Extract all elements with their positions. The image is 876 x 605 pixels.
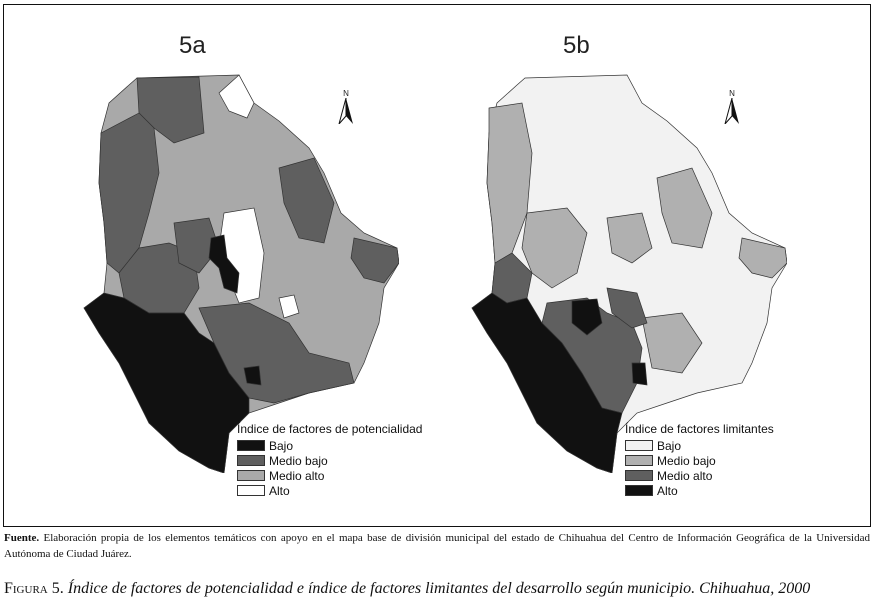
north-label: N xyxy=(729,89,735,98)
region-alto-small xyxy=(278,294,300,319)
legend-b: Índice de factores limitantes Bajo Medio… xyxy=(625,422,774,498)
map-panel-a xyxy=(83,74,399,473)
figure-caption: Figura 5. Índice de factores de potencia… xyxy=(4,580,872,598)
legend-a-item: Medio bajo xyxy=(237,453,422,468)
legend-b-item: Medio bajo xyxy=(625,453,774,468)
legend-swatch xyxy=(625,440,653,451)
region-medio-bajo-east xyxy=(278,157,335,244)
region-medio-alto-center-b xyxy=(606,287,648,329)
legend-a-item: Medio alto xyxy=(237,468,422,483)
region-medio-bajo-south-b xyxy=(641,312,703,374)
legend-swatch xyxy=(625,470,653,481)
legend-swatch xyxy=(625,455,653,466)
panel-a-title: 5a xyxy=(179,32,206,59)
legend-b-title: Índice de factores limitantes xyxy=(625,422,774,436)
region-bajo-south-small xyxy=(243,365,262,386)
legend-swatch xyxy=(237,470,265,481)
region-alto-center-b xyxy=(571,298,603,336)
legend-b-item: Bajo xyxy=(625,438,774,453)
region-bajo-center xyxy=(208,234,240,294)
source-note: Fuente. Elaboración propia de los elemen… xyxy=(4,530,870,562)
panel-b-title: 5b xyxy=(563,32,590,59)
legend-swatch xyxy=(237,455,265,466)
region-alto-north xyxy=(218,74,255,119)
legend-swatch xyxy=(237,440,265,451)
legend-a: Índice de factores de potencialidad Bajo… xyxy=(237,422,422,498)
region-medio-bajo-ne-b xyxy=(738,237,787,279)
legend-label: Medio bajo xyxy=(269,453,328,468)
legend-label: Bajo xyxy=(657,438,682,453)
source-text: Elaboración propia de los elementos temá… xyxy=(4,532,870,560)
caption-text: Índice de factores de potencialidad e ín… xyxy=(67,580,811,597)
legend-b-item: Alto xyxy=(625,483,774,498)
figure-frame: 5a N Ín xyxy=(3,4,871,527)
source-label: Fuente. xyxy=(4,532,40,544)
region-medio-bajo-east-b xyxy=(656,167,713,249)
legend-swatch xyxy=(237,485,265,496)
region-bajo-sw xyxy=(83,292,250,473)
legend-label: Medio bajo xyxy=(657,453,716,468)
north-arrow-icon xyxy=(338,97,353,125)
legend-a-item: Bajo xyxy=(237,438,422,453)
region-medio-bajo-mid-b xyxy=(606,212,653,264)
region-alto-sw-b xyxy=(471,292,623,473)
legend-swatch xyxy=(625,485,653,496)
map-panel-b xyxy=(471,74,787,473)
legend-b-item: Medio alto xyxy=(625,468,774,483)
region-medio-bajo-center xyxy=(173,217,220,274)
legend-label: Medio alto xyxy=(657,468,713,483)
figure-number: Figura 5. xyxy=(4,580,64,597)
legend-label: Alto xyxy=(269,483,290,498)
north-arrow-b: N xyxy=(724,89,740,129)
legend-a-title: Índice de factores de potencialidad xyxy=(237,422,423,436)
north-label: N xyxy=(343,89,349,98)
legend-a-item: Alto xyxy=(237,483,422,498)
legend-label: Alto xyxy=(657,483,678,498)
region-medio-bajo-center-b xyxy=(521,207,588,289)
north-arrow-a: N xyxy=(338,89,354,129)
legend-label: Medio alto xyxy=(269,468,325,483)
region-medio-bajo-ne xyxy=(350,237,399,284)
north-arrow-icon xyxy=(724,97,739,125)
legend-label: Bajo xyxy=(269,438,294,453)
region-alto-small-b xyxy=(631,362,648,386)
